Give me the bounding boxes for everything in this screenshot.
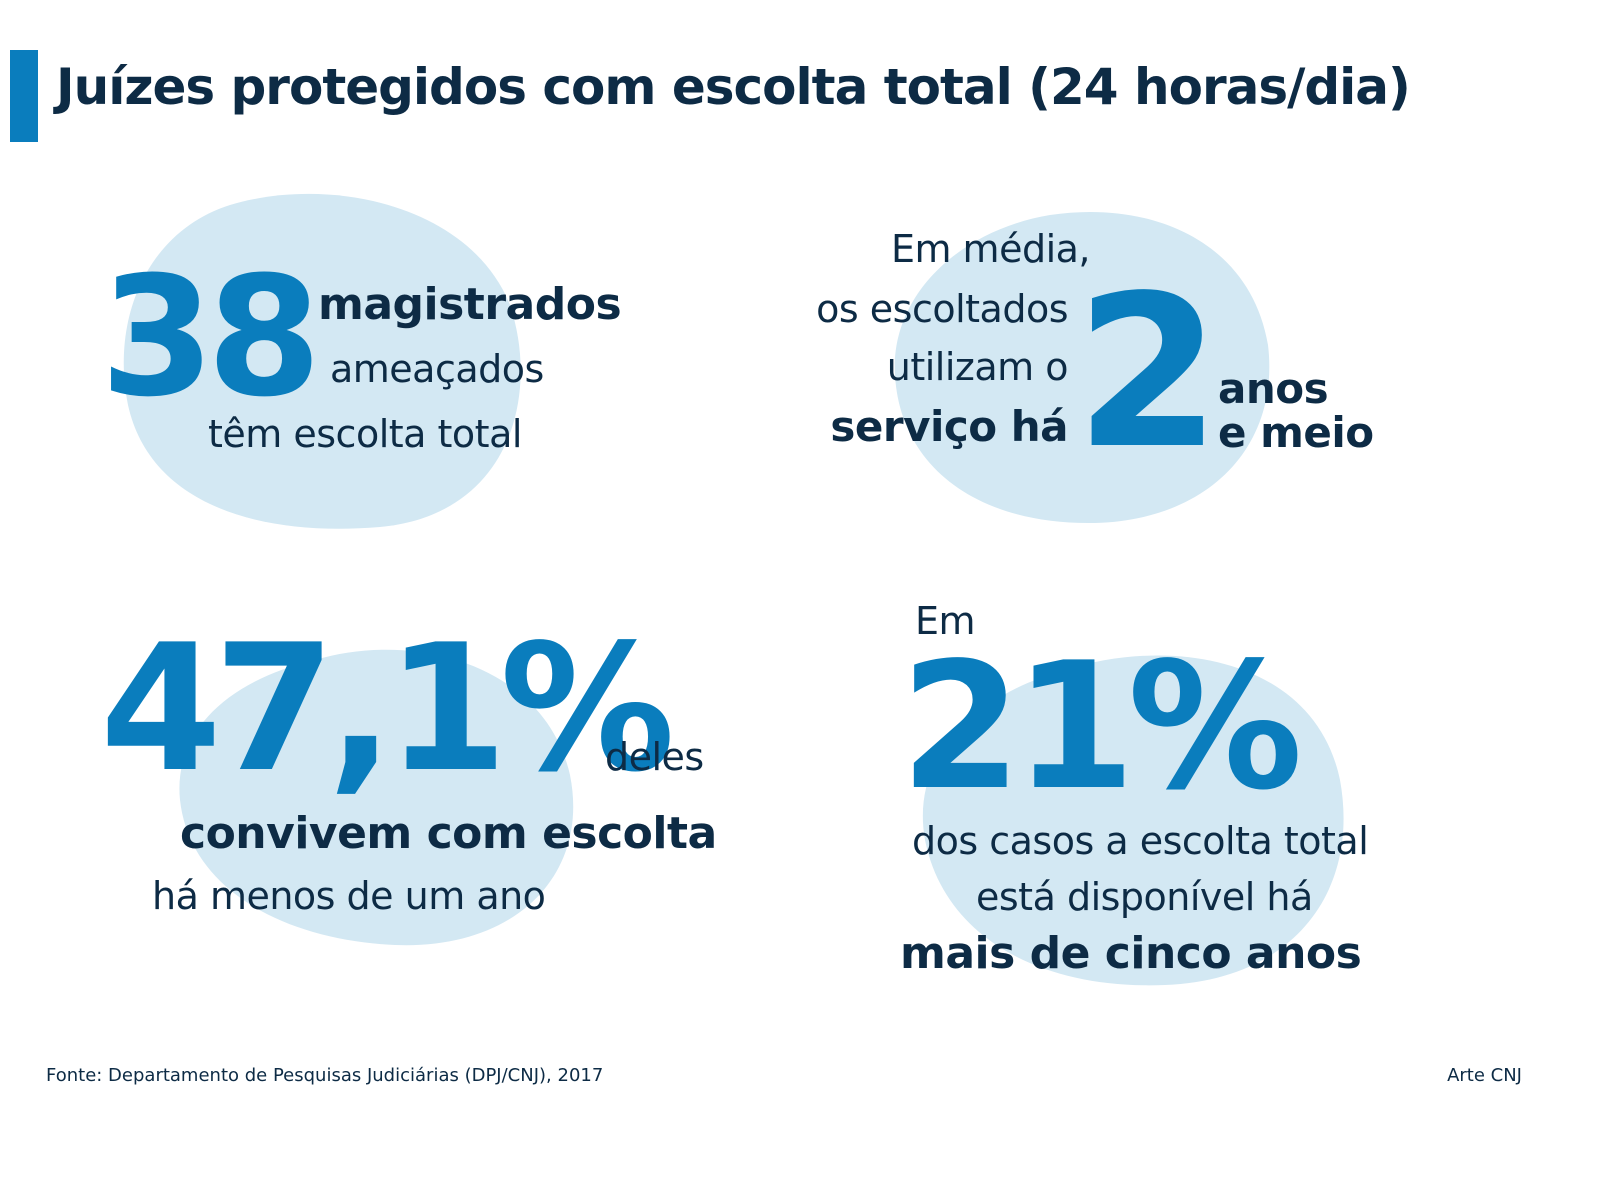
blob-stat-3 [165, 635, 585, 955]
blob-stat-4 [905, 640, 1355, 990]
stat-1-number: 38 [100, 241, 322, 433]
stat-2-pre4: serviço há [830, 402, 1068, 451]
footer-credit: Arte CNJ [1447, 1065, 1522, 1086]
stat-4-line3: mais de cinco anos [900, 928, 1362, 979]
stat-2-pre1: Em média, [890, 227, 1091, 271]
stat-2-post2: e meio [1218, 408, 1374, 457]
title-accent-bar [10, 50, 38, 142]
stat-2-pre2: os escoltados [816, 287, 1068, 331]
stat-2-number: 2 [1075, 250, 1221, 495]
stat-4-pre: Em [915, 599, 976, 643]
blob-stat-2 [880, 205, 1280, 530]
footer-source: Fonte: Departamento de Pesquisas Judiciá… [46, 1065, 604, 1086]
stat-3-line1: deles [605, 735, 704, 779]
stat-1-line2: ameaçados [330, 347, 544, 391]
stat-4-number: 21% [900, 626, 1303, 829]
stat-2-post1: anos [1218, 364, 1329, 413]
stat-1-line3: têm escolta total [208, 412, 522, 456]
page-title: Juízes protegidos com escolta total (24 … [56, 58, 1411, 116]
stat-2-pre3: utilizam o [886, 345, 1069, 389]
blob-stat-1 [110, 185, 530, 535]
stat-3-line3: há menos de um ano [152, 874, 546, 918]
stat-4-line1: dos casos a escolta total [912, 819, 1369, 863]
stat-4-line2: está disponível há [976, 875, 1313, 919]
stat-3-number: 47,1% [100, 608, 675, 811]
stat-3-line2: convivem com escolta [180, 808, 717, 859]
stat-1-line1: magistrados [318, 279, 622, 330]
